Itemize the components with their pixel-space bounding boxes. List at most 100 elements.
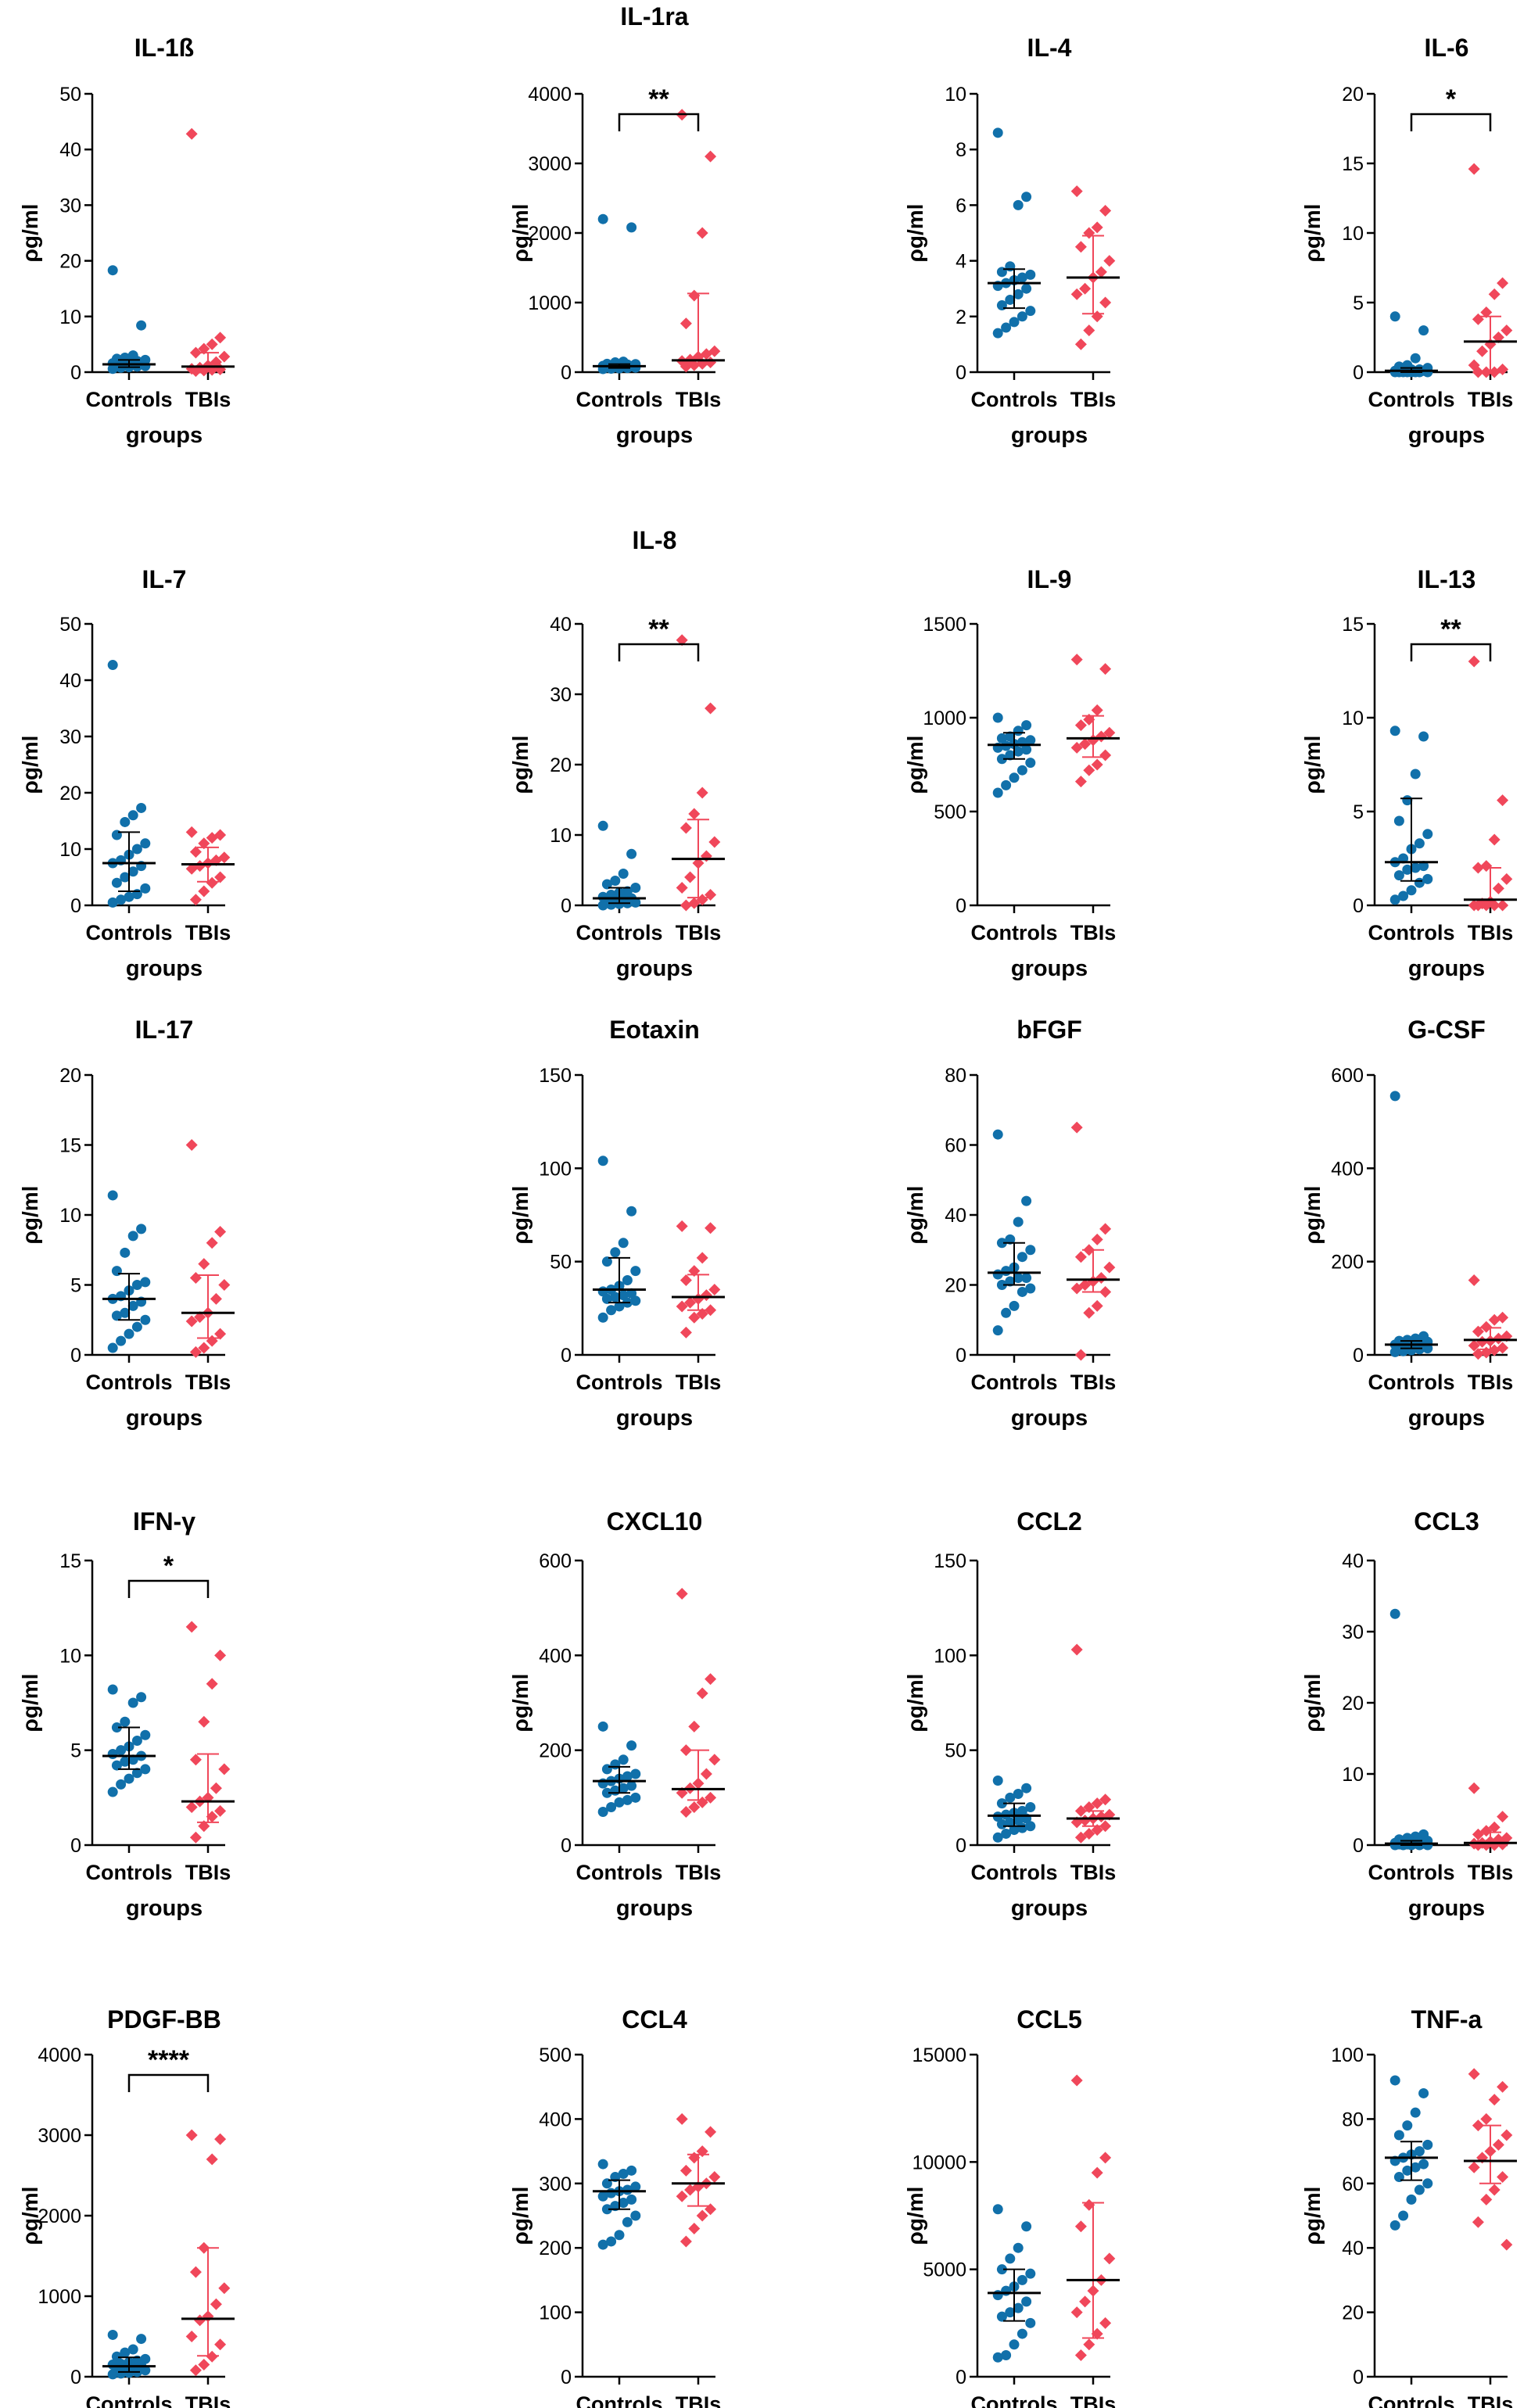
data-point-controls bbox=[140, 838, 151, 849]
data-point-tbis bbox=[688, 2222, 701, 2234]
data-point-controls bbox=[614, 1301, 625, 1312]
x-tick-label-tbis: TBIs bbox=[185, 388, 231, 411]
data-point-tbis bbox=[194, 1311, 206, 1324]
y-tick-label: 20 bbox=[1342, 1693, 1364, 1715]
data-point-tbis bbox=[214, 1328, 227, 1340]
data-point-tbis bbox=[1091, 1233, 1103, 1245]
data-point-tbis bbox=[185, 862, 198, 875]
data-point-tbis bbox=[206, 338, 218, 350]
data-point-tbis bbox=[696, 1307, 708, 1320]
data-point-tbis bbox=[708, 836, 721, 848]
x-tick-label-controls: Controls bbox=[1368, 2392, 1455, 2408]
data-point-controls bbox=[1005, 731, 1016, 742]
x-axis-label: groups bbox=[1011, 1896, 1088, 1921]
x-axis-label: groups bbox=[1408, 956, 1485, 981]
data-point-controls bbox=[626, 1780, 637, 1791]
data-point-tbis bbox=[1472, 2216, 1484, 2228]
y-tick-label: 10 bbox=[550, 825, 572, 847]
data-point-tbis bbox=[1103, 726, 1116, 739]
chart-title: G-CSF bbox=[1407, 1016, 1486, 1044]
data-point-controls bbox=[1013, 1788, 1024, 1799]
significance-label: **** bbox=[148, 2045, 190, 2075]
data-point-controls bbox=[992, 712, 1003, 723]
chart-panel-cxcl10: CXCL10 0 200 400 600 Controls TBIs groups ρg/ml bbox=[508, 1507, 725, 1921]
data-point-tbis bbox=[1488, 833, 1501, 846]
data-point-controls bbox=[140, 2365, 151, 2376]
data-point-tbis bbox=[1074, 2349, 1087, 2362]
data-point-controls bbox=[1016, 1286, 1027, 1297]
data-point-controls bbox=[1025, 306, 1036, 317]
data-point-tbis bbox=[688, 289, 701, 302]
data-point-tbis bbox=[679, 2235, 692, 2248]
data-point-tbis bbox=[214, 2338, 227, 2351]
data-point-tbis bbox=[705, 702, 717, 715]
y-tick-label: 1000 bbox=[923, 708, 966, 729]
data-point-tbis bbox=[1497, 1811, 1509, 1823]
x-tick-label-controls: Controls bbox=[1368, 388, 1455, 411]
data-point-controls bbox=[1398, 2210, 1409, 2221]
data-point-tbis bbox=[189, 1346, 202, 1358]
y-axis-label: ρg/ml bbox=[903, 2187, 927, 2245]
data-point-controls bbox=[1021, 192, 1032, 202]
data-point-controls bbox=[1389, 2220, 1400, 2231]
data-point-tbis bbox=[1074, 776, 1087, 788]
chart-title: IL-4 bbox=[1027, 34, 1072, 62]
y-tick-label: 0 bbox=[956, 1835, 966, 1857]
y-tick-label: 40 bbox=[945, 1205, 966, 1227]
data-point-tbis bbox=[1083, 1801, 1095, 1813]
y-tick-label: 1500 bbox=[923, 614, 966, 636]
y-tick-label: 0 bbox=[561, 895, 572, 917]
data-point-controls bbox=[1001, 1828, 1012, 1839]
x-axis-label: groups bbox=[126, 423, 203, 448]
data-point-controls bbox=[1009, 317, 1020, 328]
y-tick-label: 5000 bbox=[923, 2259, 966, 2281]
y-tick-label: 0 bbox=[956, 1345, 966, 1367]
data-point-controls bbox=[1016, 2274, 1027, 2285]
data-point-tbis bbox=[1083, 764, 1095, 776]
x-tick-label-tbis: TBIs bbox=[185, 921, 231, 944]
data-point-controls bbox=[622, 1771, 633, 1782]
y-tick-label: 80 bbox=[1342, 2109, 1364, 2130]
y-tick-label: 20 bbox=[59, 251, 81, 273]
data-point-controls bbox=[1009, 1300, 1020, 1311]
x-tick-label-controls: Controls bbox=[86, 1371, 173, 1394]
x-tick-label-tbis: TBIs bbox=[1468, 2392, 1514, 2408]
data-point-tbis bbox=[1083, 713, 1095, 726]
data-point-controls bbox=[626, 222, 637, 233]
data-point-tbis bbox=[1099, 1285, 1112, 1298]
data-point-tbis bbox=[700, 1768, 712, 1780]
x-axis-label: groups bbox=[1011, 423, 1088, 448]
data-point-controls bbox=[1016, 765, 1027, 776]
data-point-tbis bbox=[1099, 205, 1112, 217]
data-point-controls bbox=[140, 1277, 151, 1288]
data-point-controls bbox=[626, 2194, 637, 2205]
significance-bracket bbox=[1410, 643, 1492, 661]
y-tick-label: 15 bbox=[59, 1550, 81, 1572]
x-axis-label: groups bbox=[1408, 1896, 1485, 1921]
y-tick-label: 10 bbox=[1342, 708, 1364, 729]
chart-title: IL-9 bbox=[1027, 565, 1072, 593]
significance-label: * bbox=[1446, 84, 1457, 114]
chart-title: CCL3 bbox=[1414, 1507, 1479, 1535]
data-point-controls bbox=[1016, 311, 1027, 322]
data-point-controls bbox=[131, 1768, 142, 1779]
data-point-controls bbox=[630, 1792, 641, 1803]
data-point-tbis bbox=[214, 2133, 227, 2145]
data-point-tbis bbox=[679, 360, 692, 373]
data-point-controls bbox=[996, 2264, 1007, 2275]
x-tick-label-tbis: TBIs bbox=[1468, 388, 1514, 411]
data-point-tbis bbox=[1070, 2306, 1083, 2319]
data-point-tbis bbox=[206, 1678, 218, 1690]
y-tick-label: 3000 bbox=[38, 2125, 81, 2147]
data-point-controls bbox=[1005, 294, 1016, 305]
data-point-controls bbox=[140, 883, 151, 894]
data-point-tbis bbox=[189, 346, 202, 359]
data-point-tbis bbox=[189, 894, 202, 906]
data-point-tbis bbox=[679, 1744, 692, 1757]
data-point-controls bbox=[1021, 744, 1032, 755]
x-axis-label: groups bbox=[1011, 956, 1088, 981]
data-point-controls bbox=[618, 1290, 629, 1301]
data-point-tbis bbox=[1103, 255, 1116, 267]
y-tick-label: 0 bbox=[956, 895, 966, 917]
chart-panel-tnf-a: TNF-a020406080100ControlsTBIsgroupsρg/ml bbox=[1300, 2005, 1517, 2408]
